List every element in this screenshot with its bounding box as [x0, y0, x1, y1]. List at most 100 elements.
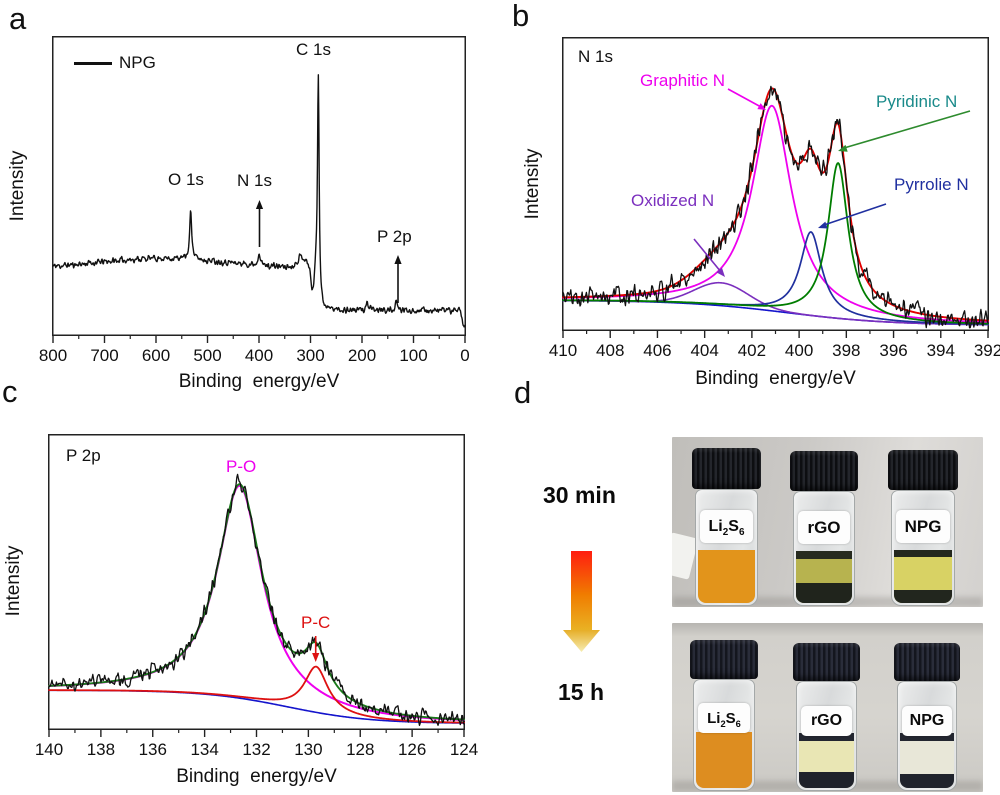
panel-letter-b: b — [512, 0, 530, 33]
annotation-pyrrolic-n: Pyrrolie N — [894, 175, 969, 194]
annotation-oxidized-n: Oxidized N — [631, 191, 715, 210]
svg-text:392: 392 — [974, 341, 1000, 360]
vial-cap — [692, 448, 761, 489]
vial-npg-30min: NPG — [888, 450, 958, 606]
vial-label: rGO — [801, 706, 852, 736]
svg-text:400: 400 — [245, 346, 273, 365]
svg-text:138: 138 — [87, 740, 115, 759]
vial-film — [900, 733, 954, 741]
time-arrow-shaft — [571, 551, 592, 631]
panel-letter-d: d — [514, 375, 532, 410]
svg-text:124: 124 — [450, 740, 478, 759]
vial-liquid — [698, 550, 755, 603]
vial-cap — [690, 640, 758, 679]
panel-b-title: N 1s — [578, 47, 613, 66]
panel-letter-c: c — [2, 374, 18, 409]
vial-liquid — [696, 732, 752, 788]
vial-label: NPG — [902, 706, 952, 736]
svg-text:128: 128 — [346, 740, 374, 759]
annotation-pyridinic-n: Pyridinic N — [876, 92, 958, 111]
vial-glass: rGO — [796, 681, 857, 791]
photo-30min: Li2S6 rGO — [672, 437, 983, 607]
vial-liquid — [796, 551, 852, 603]
peak-label-P2p: P 2p — [377, 227, 412, 246]
panel-c-x-axis-label: Binding energy/eV — [176, 766, 337, 787]
svg-text:134: 134 — [190, 740, 218, 759]
panel-c-y-axis-label: Intensity — [3, 545, 24, 617]
svg-text:132: 132 — [242, 740, 270, 759]
svg-text:130: 130 — [294, 740, 322, 759]
svg-text:140: 140 — [35, 740, 63, 759]
vial-npg-15h: NPG — [894, 643, 960, 791]
svg-text:126: 126 — [398, 740, 426, 759]
time-label-30min: 30 min — [543, 482, 616, 508]
panel-c-title: P 2p — [66, 446, 101, 465]
svg-text:408: 408 — [596, 341, 624, 360]
legend-series-label: NPG — [119, 53, 156, 72]
vial-glass: rGO — [793, 491, 855, 606]
vial-sediment — [900, 774, 954, 788]
vial-label: rGO — [798, 511, 850, 544]
svg-text:100: 100 — [399, 346, 427, 365]
legend-line-swatch — [74, 61, 112, 65]
vial-cap — [888, 450, 958, 490]
vial-label: NPG — [896, 510, 950, 543]
photo-15h: Li2S6 rGO — [672, 623, 983, 792]
vial-glass: NPG — [891, 490, 955, 606]
vial-label: Li2S6 — [698, 703, 750, 733]
vial-liquid — [900, 733, 954, 788]
svg-text:300: 300 — [296, 346, 324, 365]
svg-text:800: 800 — [39, 346, 67, 365]
svg-text:410: 410 — [549, 341, 577, 360]
svg-text:136: 136 — [139, 740, 167, 759]
vial-liquid — [799, 733, 854, 788]
panel-b-plot: 410 408 406 404 402 400 398 396 394 392 — [549, 37, 1000, 360]
svg-text:394: 394 — [927, 341, 955, 360]
panel-a-plot: 800 700 600 500 400 300 200 100 0 — [39, 36, 470, 365]
vial-label: Li2S6 — [700, 510, 753, 543]
time-arrow-head-icon — [563, 630, 600, 652]
vial-film — [894, 550, 952, 557]
annotation-p-c: P-C — [301, 613, 331, 632]
peak-label-N1s: N 1s — [237, 171, 272, 190]
vial-glass: Li2S6 — [695, 489, 758, 606]
svg-text:396: 396 — [879, 341, 907, 360]
annotation-p-o: P-O — [226, 457, 257, 476]
vial-glass: Li2S6 — [693, 679, 755, 791]
peak-label-C1s: C 1s — [296, 40, 331, 59]
vial-cap — [793, 643, 860, 681]
svg-text:404: 404 — [690, 341, 718, 360]
panel-a-y-axis-label: Intensity — [7, 150, 28, 222]
svg-text:700: 700 — [90, 346, 118, 365]
vial-sediment — [894, 590, 952, 603]
svg-text:500: 500 — [193, 346, 221, 365]
peak-label-O1s: O 1s — [168, 170, 204, 189]
vial-cap — [790, 451, 858, 491]
svg-text:406: 406 — [643, 341, 671, 360]
vial-li2s6-30min: Li2S6 — [692, 448, 761, 606]
panel-letter-a: a — [9, 1, 27, 36]
time-label-15h: 15 h — [558, 679, 605, 705]
vial-sediment — [796, 583, 852, 603]
panel-a-x-axis-label: Binding energy/eV — [178, 371, 340, 392]
vial-sediment — [696, 776, 752, 788]
vial-rgo-15h: rGO — [793, 643, 860, 791]
vial-film — [799, 733, 854, 741]
panel-c-plot: 140 138 136 134 132 130 128 126 124 — [35, 434, 478, 759]
panel-b-x-axis-label: Binding energy/eV — [695, 368, 856, 389]
vial-sediment — [698, 589, 755, 603]
svg-text:402: 402 — [738, 341, 766, 360]
panel-b-y-axis-label: Intensity — [522, 148, 543, 220]
vial-cap — [894, 643, 960, 681]
svg-text:400: 400 — [785, 341, 813, 360]
vial-film — [796, 551, 852, 559]
vial-sediment — [799, 772, 854, 788]
annotation-graphitic-n: Graphitic N — [640, 71, 726, 90]
panel-a-legend: NPG — [74, 53, 156, 73]
vial-rgo-30min: rGO — [790, 451, 858, 606]
vial-film — [698, 550, 755, 558]
svg-text:600: 600 — [142, 346, 170, 365]
svg-text:398: 398 — [832, 341, 860, 360]
vial-film — [696, 732, 752, 740]
